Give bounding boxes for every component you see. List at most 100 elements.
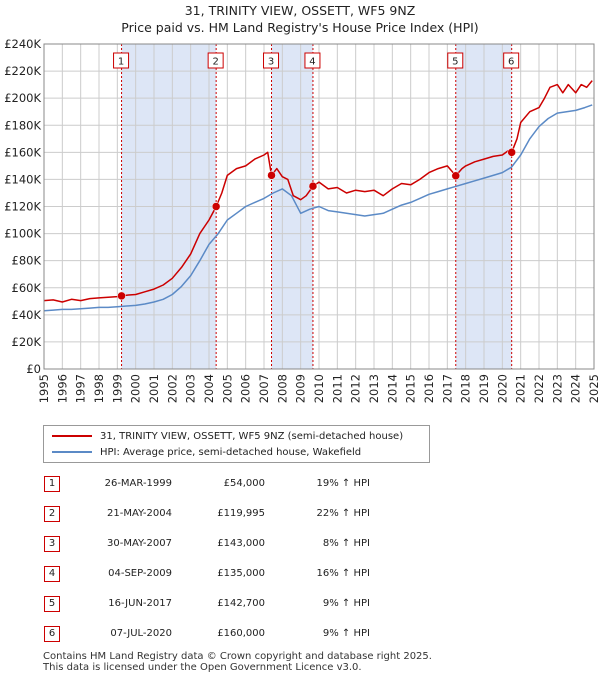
sale-date: 07-JUL-2020	[110, 628, 172, 639]
x-tick-label: 2002	[165, 374, 179, 403]
sale-number-badge: 2	[44, 506, 60, 522]
legend-swatch-hpi	[52, 451, 92, 453]
x-tick-label: 2024	[569, 374, 583, 403]
sale-marker-box	[503, 52, 520, 69]
sale-price: £142,700	[217, 598, 265, 609]
sale-point	[211, 202, 221, 211]
sale-price: £135,000	[217, 568, 265, 579]
sale-price: £119,995	[217, 508, 265, 519]
sale-hpi-change: 22% ↑ HPI	[316, 508, 370, 519]
x-tick-label: 2021	[514, 374, 528, 403]
x-tick-label: 2015	[404, 374, 418, 403]
x-tick-label: 1998	[92, 374, 106, 403]
x-tick-label: 2011	[330, 374, 344, 403]
y-tick-label: £240K	[4, 37, 41, 51]
chart-title: 31, TRINITY VIEW, OSSETT, WF5 9NZ Price …	[0, 2, 600, 36]
sale-marker-box	[263, 52, 280, 69]
sale-marker-box	[207, 52, 224, 69]
sale-marker-label: 1	[118, 57, 124, 68]
sale-hpi-change: 8% ↑ HPI	[322, 538, 370, 549]
x-tick-label: 2023	[550, 374, 564, 403]
x-tick-label: 2003	[184, 374, 198, 403]
y-tick-label: £200K	[4, 91, 41, 105]
legend-label-hpi: HPI: Average price, semi-detached house,…	[100, 446, 362, 458]
x-tick-label: 2013	[367, 374, 381, 403]
sale-number-badge: 6	[44, 626, 60, 642]
x-tick-label: 2000	[129, 374, 143, 403]
sale-date: 21-MAY-2004	[106, 508, 172, 519]
sale-marker-label: 3	[268, 57, 274, 68]
y-tick-label: £180K	[4, 118, 41, 132]
sale-row: 3 30-MAY-2007 £143,000 8% ↑ HPI	[40, 534, 400, 554]
sale-row: 4 04-SEP-2009 £135,000 16% ↑ HPI	[40, 564, 400, 584]
x-tick-label: 2006	[239, 374, 253, 403]
y-tick-label: £100K	[4, 227, 41, 241]
x-tick-label: 2009	[294, 374, 308, 403]
y-tick-label: £0	[26, 362, 41, 376]
sale-price: £160,000	[217, 628, 265, 639]
sale-number-badge: 5	[44, 596, 60, 612]
legend-item-hpi: HPI: Average price, semi-detached house,…	[52, 444, 361, 460]
y-tick-label: £160K	[4, 145, 41, 159]
footer-copyright: Contains HM Land Registry data © Crown c…	[43, 651, 432, 662]
sale-number-badge: 1	[44, 476, 60, 492]
y-tick-label: £80K	[12, 254, 42, 268]
x-tick-label: 1999	[110, 374, 124, 403]
x-tick-label: 2019	[477, 374, 491, 403]
x-tick-label: 1996	[55, 374, 69, 403]
sale-date: 30-MAY-2007	[106, 538, 172, 549]
sale-row: 5 16-JUN-2017 £142,700 9% ↑ HPI	[40, 594, 400, 614]
sale-point	[308, 181, 318, 191]
x-tick-label: 2012	[349, 374, 363, 403]
sale-point	[267, 171, 276, 180]
x-tick-label: 2020	[495, 374, 509, 403]
legend: 31, TRINITY VIEW, OSSETT, WF5 9NZ (semi-…	[43, 425, 430, 463]
sale-date: 04-SEP-2009	[108, 568, 172, 579]
sale-point	[451, 171, 461, 181]
x-tick-label: 2007	[257, 374, 271, 403]
x-tick-label: 2008	[275, 374, 289, 403]
x-tick-label: 2010	[312, 374, 326, 403]
x-tick-label: 2004	[202, 374, 216, 403]
sale-marker-label: 2	[212, 57, 218, 68]
y-tick-label: £40K	[12, 308, 42, 322]
sale-date: 16-JUN-2017	[108, 598, 172, 609]
sale-row: 2 21-MAY-2004 £119,995 22% ↑ HPI	[40, 504, 400, 524]
property-price-line	[43, 80, 593, 303]
sale-marker-label: 6	[508, 57, 514, 68]
sale-marker-label: 4	[309, 57, 315, 68]
title-line-2: Price paid vs. HM Land Registry's House …	[121, 20, 479, 35]
y-tick-label: £60K	[12, 281, 42, 295]
x-tick-label: 2018	[459, 374, 473, 403]
x-tick-label: 2014	[385, 374, 399, 403]
sale-marker-box	[304, 52, 321, 69]
price-chart: £0 £20K £40K £60K £80K £100K £120K £140K £160K £1…	[4, 37, 600, 403]
x-tick-label: 2016	[422, 374, 436, 403]
x-tick-label: 2022	[532, 374, 546, 403]
hpi-line	[43, 104, 593, 312]
sale-point	[507, 148, 516, 157]
sale-marker-box	[113, 52, 130, 69]
legend-item-property: 31, TRINITY VIEW, OSSETT, WF5 9NZ (semi-…	[52, 428, 403, 444]
sale-number-badge: 4	[44, 566, 60, 582]
sale-hpi-change: 16% ↑ HPI	[316, 568, 370, 579]
x-tick-label: 2025	[587, 374, 600, 403]
sale-number-badge: 3	[44, 536, 60, 552]
x-tick-label: 1997	[74, 374, 88, 403]
y-tick-label: £140K	[4, 172, 41, 186]
sale-price: £143,000	[217, 538, 265, 549]
sale-marker-box	[447, 52, 464, 69]
sale-marker-label: 5	[452, 57, 458, 68]
x-tick-label: 1995	[37, 374, 51, 403]
sale-hpi-change: 9% ↑ HPI	[322, 598, 370, 609]
sale-point	[117, 291, 126, 301]
sale-hpi-change: 9% ↑ HPI	[322, 628, 370, 639]
y-tick-label: £120K	[4, 200, 41, 214]
plot-frame	[43, 43, 595, 370]
x-tick-label: 2017	[440, 374, 454, 403]
y-tick-label: £20K	[12, 335, 42, 349]
footer-licence: This data is licensed under the Open Gov…	[43, 662, 362, 673]
sale-date: 26-MAR-1999	[104, 478, 172, 489]
x-tick-label: 2001	[147, 374, 161, 403]
legend-label-property: 31, TRINITY VIEW, OSSETT, WF5 9NZ (semi-…	[100, 430, 404, 442]
